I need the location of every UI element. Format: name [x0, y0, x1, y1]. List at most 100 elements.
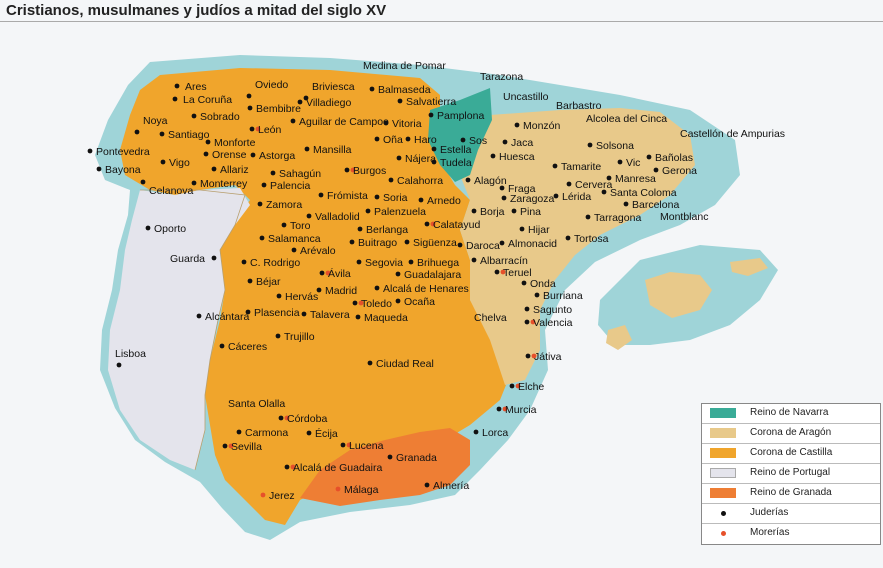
legend-label: Reino de Portugal [750, 467, 831, 478]
juderia-marker-guadalajara [395, 271, 401, 277]
region-aragon [460, 108, 695, 385]
place-label-pina: Pina [520, 206, 541, 218]
juderia-marker-mansilla [304, 146, 310, 152]
place-label-calatayud: Calatayud [433, 219, 480, 231]
place-label-bayona: Bayona [105, 164, 141, 176]
juderia-marker-celanova [140, 179, 146, 185]
juderia-marker-la-coruna [172, 96, 178, 102]
juderia-marker-monzon [514, 122, 520, 128]
place-label-hijar: Hijar [528, 224, 550, 236]
juderia-marker-leon [249, 126, 255, 132]
place-label-alcala-de-guadaira: Alcalá de Guadaira [293, 462, 382, 474]
legend-swatch-navarra [710, 408, 736, 418]
place-label-toledo: Toledo [361, 298, 392, 310]
place-label-sobrado: Sobrado [200, 111, 240, 123]
juderia-marker-huesca [490, 153, 496, 159]
juderia-marker-berlanga [357, 226, 363, 232]
juderia-marker-briviesca [303, 95, 309, 101]
juderia-marker-ecija [306, 430, 312, 436]
place-label-tudela: Tudela [440, 157, 472, 169]
place-label-murcia: Murcia [505, 404, 537, 416]
place-label-jaca: Jaca [511, 137, 533, 149]
juderia-marker-alagon [465, 177, 471, 183]
place-label-borja: Borja [480, 206, 505, 218]
juderia-marker-trujillo [275, 333, 281, 339]
place-label-hervas: Hervás [285, 291, 318, 303]
juderia-marker-zamora [257, 201, 263, 207]
juderia-marker-valencia [524, 319, 530, 325]
place-label-arnedo: Arnedo [427, 195, 461, 207]
juderia-marker-oviedo [246, 93, 252, 99]
juderia-marker-ciudad-real [367, 360, 373, 366]
juderia-marker-pamplona [428, 112, 434, 118]
place-label-solsona: Solsona [596, 140, 634, 152]
juderia-marker-tortosa [565, 235, 571, 241]
juderia-marker-bejar [247, 278, 253, 284]
place-label-arevalo: Arévalo [300, 245, 336, 257]
place-label-chelva: Chelva [474, 312, 507, 324]
place-label-pamplona: Pamplona [437, 110, 484, 122]
juderia-marker-sevilla [222, 443, 228, 449]
place-label-tarazona: Tarazona [480, 71, 523, 83]
legend-label: Morerías [750, 527, 790, 538]
place-label-albarracin: Albarracín [480, 255, 528, 267]
legend-item-navarra: Reino de Navarra [702, 404, 880, 424]
juderia-marker-soria [374, 194, 380, 200]
juderia-marker-arevalo [291, 247, 297, 253]
juderia-marker-bayona [96, 166, 102, 172]
juderia-marker-toro [281, 222, 287, 228]
juderia-marker-almeria [424, 482, 430, 488]
juderia-marker-burriana [534, 292, 540, 298]
place-label-ona: Oña [383, 134, 403, 146]
place-label-ares: Ares [185, 81, 207, 93]
juderia-marker-vigo [160, 159, 166, 165]
place-label-jerez: Jerez [269, 490, 295, 502]
juderia-marker-borja [471, 208, 477, 214]
map-title: Cristianos, musulmanes y judíos a mitad … [6, 2, 387, 19]
juderia-marker-monterrey [191, 180, 197, 186]
title-divider [0, 21, 883, 22]
place-label-valladolid: Valladolid [315, 211, 360, 223]
juderia-marker-bembibre [247, 105, 253, 111]
juderia-marker-burgos [344, 167, 350, 173]
legend-item-castilla: Corona de Castilla [702, 444, 880, 464]
place-label-tamarite: Tamarite [561, 161, 601, 173]
place-label-noya: Noya [143, 115, 168, 127]
juderia-marker-manresa [606, 175, 612, 181]
juderia-marker-ona [374, 136, 380, 142]
place-label-lerida: Lérida [562, 191, 591, 203]
place-label-villadiego: Villadiego [306, 97, 352, 109]
moreria-marker-malaga [335, 486, 341, 492]
place-label-vic: Vic [626, 157, 640, 169]
juderia-marker-maqueda [355, 314, 361, 320]
moreria-marker-toledo [358, 300, 364, 306]
place-label-talavera: Talavera [310, 309, 350, 321]
place-label-zaragoza: Zaragoza [510, 193, 555, 205]
juderia-marker-barcelona [623, 201, 629, 207]
juderia-marker-plasencia [245, 309, 251, 315]
legend-dot-morerias [721, 531, 726, 536]
juderia-marker-banolas [646, 154, 652, 160]
place-label-cordoba: Córdoba [287, 413, 327, 425]
place-label-salvatierra: Salvatierra [406, 96, 456, 108]
place-label-leon: León [258, 124, 282, 136]
place-label-caceres: Cáceres [228, 341, 267, 353]
place-label-oporto: Oporto [154, 223, 186, 235]
place-label-fromista: Frómista [327, 190, 368, 202]
place-label-tortosa: Tortosa [574, 233, 609, 245]
juderia-marker-santa-coloma [601, 189, 607, 195]
juderia-marker-orense [203, 151, 209, 157]
juderia-marker-siguenza [404, 239, 410, 245]
place-label-estella: Estella [440, 144, 472, 156]
juderia-marker-aguilar-de-campoo [290, 118, 296, 124]
juderia-marker-lucena [340, 442, 346, 448]
place-label-segovia: Segovia [365, 257, 403, 269]
island-ibiza [606, 325, 632, 350]
place-label-monterrey: Monterrey [200, 178, 248, 190]
juderia-marker-tarragona [585, 214, 591, 220]
place-label-oviedo: Oviedo [255, 79, 288, 91]
place-label-almonacid: Almonacid [508, 238, 557, 250]
place-label-calahorra: Calahorra [397, 175, 443, 187]
juderia-marker-alcala-de-henares [374, 285, 380, 291]
place-label-briviesca: Briviesca [312, 81, 355, 93]
